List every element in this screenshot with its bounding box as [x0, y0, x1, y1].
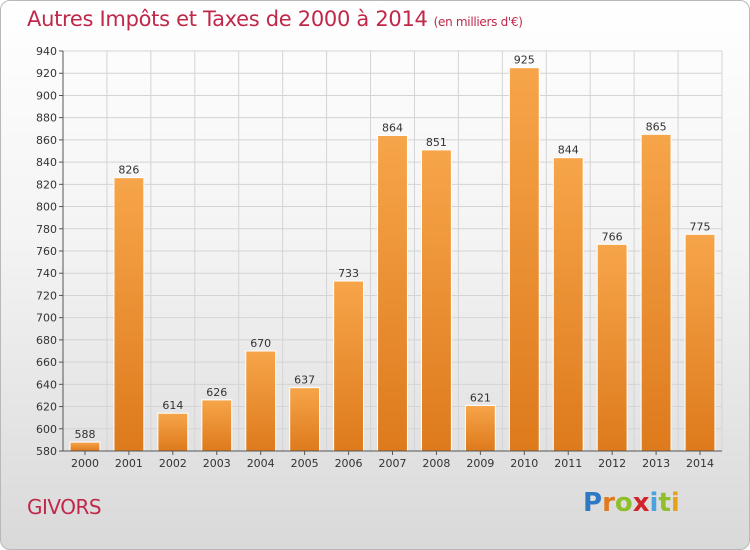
x-tick-label: 2008: [422, 457, 450, 470]
bar: [420, 149, 452, 452]
y-tick-label: 700: [36, 312, 57, 325]
x-tick-label: 2009: [466, 457, 494, 470]
x-tick-label: 2006: [335, 457, 363, 470]
bars: 588 826 614 626 670 637 733 864 851 621 925 844 766 8…: [69, 54, 716, 452]
data-label: 851: [426, 136, 447, 149]
y-tick-label: 860: [36, 134, 57, 147]
x-tick-label: 2014: [686, 457, 714, 470]
logo-letter: r: [602, 488, 615, 518]
data-label: 637: [294, 374, 315, 387]
data-label: 865: [646, 120, 667, 133]
bar: [69, 441, 101, 452]
x-tick-label: 2001: [115, 457, 143, 470]
y-tick-label: 600: [36, 423, 57, 436]
bar: [201, 399, 233, 452]
x-tick-label: 2011: [554, 457, 582, 470]
bar: [333, 280, 365, 452]
data-label: 733: [338, 267, 359, 280]
logo-letter: o: [614, 488, 633, 518]
logo-letter: i: [670, 488, 680, 518]
bar: [596, 243, 628, 452]
data-label: 588: [74, 428, 95, 441]
logo-letter: P: [583, 488, 603, 518]
x-tick-label: 2005: [291, 457, 319, 470]
axes: 580 600 620 640 660 680 700 720 740 760 780 800 820 8…: [36, 45, 722, 470]
y-tick-label: 660: [36, 356, 57, 369]
y-tick-label: 880: [36, 112, 57, 125]
y-tick-label: 760: [36, 245, 57, 258]
bar: [464, 404, 496, 452]
y-tick-label: 800: [36, 201, 57, 214]
place-name: GIVORS: [27, 495, 102, 519]
data-label: 844: [558, 144, 579, 157]
x-tick-label: 2007: [379, 457, 407, 470]
y-tick-label: 620: [36, 401, 57, 414]
bar: [289, 387, 321, 452]
proxiti-logo: Proxiti: [583, 488, 680, 518]
bar: [245, 350, 277, 452]
bar: [552, 157, 584, 452]
y-tick-label: 580: [36, 445, 57, 458]
logo-letter: i: [649, 488, 659, 518]
y-tick-label: 840: [36, 156, 57, 169]
logo-letter: x: [632, 488, 650, 518]
y-tick-label: 920: [36, 67, 57, 80]
bar: [377, 134, 408, 452]
bar: [113, 177, 145, 452]
y-tick-label: 900: [36, 89, 57, 102]
data-label: 621: [470, 391, 491, 404]
x-tick-label: 2012: [598, 457, 626, 470]
x-tick-label: 2010: [510, 457, 538, 470]
bar: [508, 67, 540, 452]
bar: [684, 233, 716, 452]
y-tick-label: 680: [36, 334, 57, 347]
x-tick-label: 2004: [247, 457, 275, 470]
data-label: 925: [514, 54, 535, 67]
x-tick-label: 2013: [642, 457, 670, 470]
bar: [640, 133, 672, 452]
data-label: 826: [118, 164, 139, 177]
data-label: 766: [602, 230, 623, 243]
chart-title: Autres Impôts et Taxes de 2000 à 2014 (en…: [27, 7, 523, 31]
data-label: 614: [162, 399, 183, 412]
y-tick-label: 740: [36, 267, 57, 280]
x-tick-label: 2000: [71, 457, 99, 470]
chart-subtitle: (en milliers d'€): [433, 15, 523, 29]
data-label: 775: [690, 220, 711, 233]
x-tick-label: 2002: [159, 457, 187, 470]
data-label: 864: [382, 121, 403, 134]
y-tick-label: 640: [36, 378, 57, 391]
y-tick-label: 780: [36, 223, 57, 236]
logo-letter: t: [658, 488, 671, 518]
chart-title-text: Autres Impôts et Taxes de 2000 à 2014: [27, 7, 428, 31]
bar: [157, 412, 189, 452]
data-label: 670: [250, 337, 271, 350]
data-label: 626: [206, 386, 227, 399]
y-tick-label: 720: [36, 289, 57, 302]
y-tick-label: 820: [36, 178, 57, 191]
y-tick-label: 940: [36, 45, 57, 58]
x-tick-label: 2003: [203, 457, 231, 470]
